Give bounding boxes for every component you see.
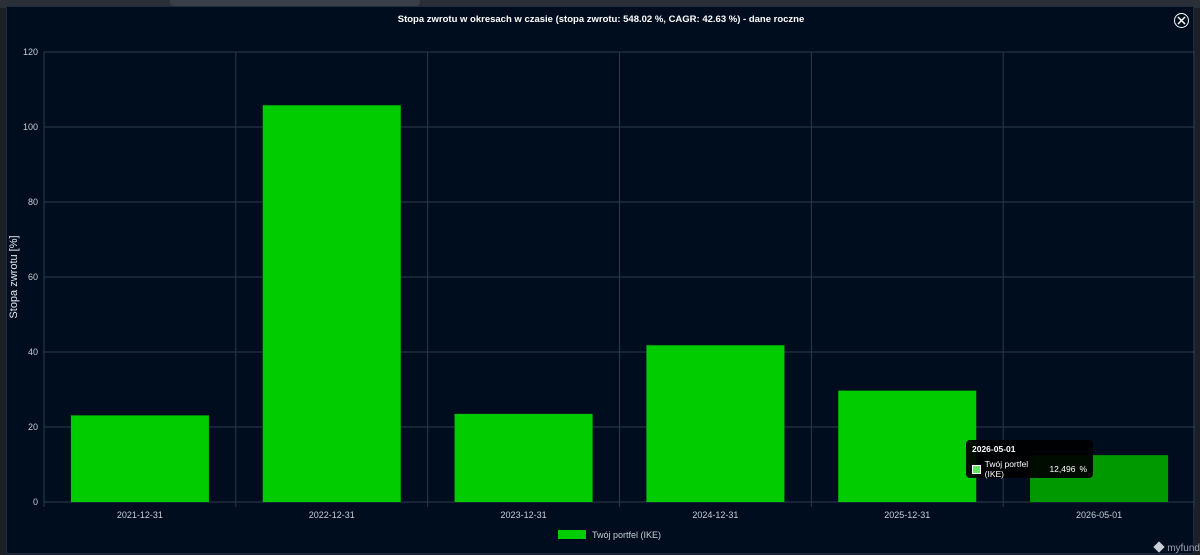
tooltip-title: 2026-05-01 <box>972 444 1016 454</box>
background-header <box>0 0 1200 8</box>
chart-tooltip: 2026-05-01 Twój portfel (IKE) 12,496 % <box>966 440 1093 479</box>
close-button[interactable] <box>1174 13 1189 28</box>
y-tick-label: 0 <box>33 497 38 507</box>
y-tick-label: 80 <box>28 197 38 207</box>
bar <box>838 390 977 502</box>
x-tick-label: 2025-12-31 <box>884 510 930 520</box>
tooltip-unit: % <box>1079 464 1087 474</box>
bar <box>454 413 593 502</box>
modal-title: Stopa zwrotu w okresach w czasie (stopa … <box>397 14 805 25</box>
x-tick-label: 2021-12-31 <box>117 510 163 520</box>
x-tick-label: 2023-12-31 <box>501 510 547 520</box>
bar-chart: 0 20 40 60 80 100 120 2021-12-31 2022-12-31 2023-… <box>8 47 1195 540</box>
logo-icon <box>1153 541 1165 553</box>
bar <box>262 105 401 502</box>
chart-modal: Stopa zwrotu w okresach w czasie (stopa … <box>6 6 1195 554</box>
y-tick-label: 60 <box>28 272 38 282</box>
legend-label: Twój portfel (IKE) <box>592 530 661 540</box>
tooltip-row: Twój portfel (IKE) 12,496 % <box>972 459 1087 479</box>
y-tick-label: 40 <box>28 347 38 357</box>
bar <box>646 345 785 502</box>
tooltip-value: 12,496 <box>1049 464 1076 474</box>
bar <box>70 415 209 502</box>
legend-swatch <box>558 530 586 539</box>
y-tick-label: 120 <box>23 47 38 57</box>
y-axis-label: Stopa zwrotu [%] <box>8 235 20 318</box>
x-tick-label: 2026-05-01 <box>1076 510 1122 520</box>
brand-logo: myfund <box>1153 541 1200 554</box>
y-tick-label: 100 <box>23 122 38 132</box>
x-tick-label: 2022-12-31 <box>309 510 355 520</box>
tooltip-series: Twój portfel (IKE) <box>984 459 1029 479</box>
y-tick-label: 20 <box>28 422 38 432</box>
close-icon <box>1177 16 1186 25</box>
tooltip-swatch <box>972 464 981 474</box>
x-tick-label: 2024-12-31 <box>692 510 738 520</box>
brand-text: myfund <box>1167 543 1200 554</box>
background-search-field <box>170 0 420 6</box>
